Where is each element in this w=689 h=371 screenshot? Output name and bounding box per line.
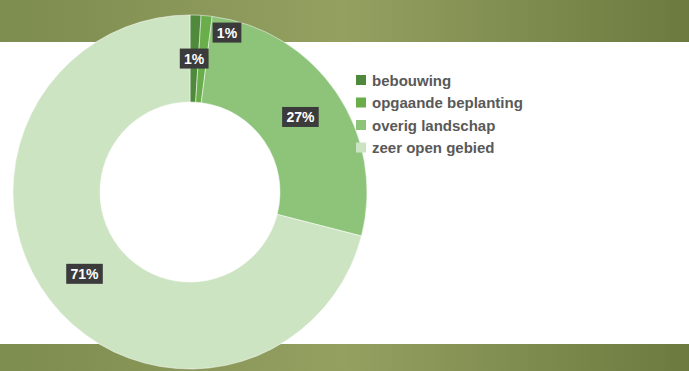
data-label: 71% [66,264,103,284]
label-text: 71% [70,266,99,282]
label-box [66,264,103,284]
legend-swatch [356,143,366,153]
label-box [180,49,209,69]
legend-swatch [356,120,366,130]
label-text: 1% [184,51,205,67]
slice [13,15,361,369]
legend-label: overig landschap [372,117,495,134]
slices [13,15,367,369]
data-label: 1% [213,23,242,43]
label-box [213,23,242,43]
legend: bebouwing opgaande beplanting overig lands… [356,72,523,157]
data-label: 1% [180,49,209,69]
background [0,0,689,371]
legend-label: opgaande beplanting [372,94,523,111]
label-text: 1% [217,25,238,41]
legend-swatch [356,98,366,108]
slice [201,16,367,236]
legend-swatch [356,75,366,85]
data-labels: 1% 1% 27% 71% [66,23,318,284]
label-box [282,107,319,127]
label-text: 27% [286,109,315,125]
data-label: 27% [282,107,319,127]
legend-label: zeer open gebied [372,139,495,156]
chart: 1% 1% 27% 71% bebouwing opgaande beplanting ov… [0,0,689,371]
legend-label: bebouwing [372,72,451,89]
